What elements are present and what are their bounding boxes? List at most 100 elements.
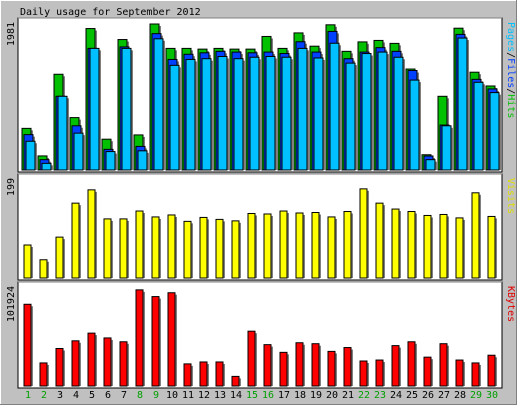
hits-legend: Pages/Files/Hits [505,22,516,118]
kbytes-kbytes-bar [151,296,160,387]
visits-visits-bar [135,210,144,279]
kbytes-kbytes-bar [247,330,256,387]
hits-pages-bar [473,81,484,171]
x-tick-label: 14 [230,390,242,401]
x-tick-label: 24 [390,390,402,401]
x-tick-label: 26 [422,390,434,401]
x-tick-label: 7 [121,390,127,401]
kbytes-kbytes-bar [455,359,464,387]
hits-pages-bar [329,42,340,171]
hits-pages-bar [25,140,36,171]
visits-ymax-label: 199 [6,178,17,196]
kbytes-kbytes-bar [199,361,208,387]
x-tick-label: 27 [438,390,450,401]
kbytes-kbytes-bar [311,343,320,387]
visits-visits-bar [151,216,160,279]
visits-visits-bar [423,214,432,279]
visits-visits-bar [231,220,240,279]
x-tick-label: 8 [137,390,143,401]
kbytes-kbytes-bar [119,341,128,387]
visits-panel: 199 Visits [6,173,516,281]
hits-pages-bar [137,150,148,171]
hits-pages-bar [409,79,420,171]
visits-visits-bar [199,216,208,279]
hits-legend-part: Pages [505,22,516,52]
kbytes-kbytes-bar [87,332,96,387]
kbytes-kbytes-bar [231,375,240,387]
visits-visits-bar [295,212,304,279]
hits-pages-bar [105,151,116,171]
hits-pages-bar [265,56,276,171]
x-tick-label: 30 [486,390,498,401]
visits-visits-bar [343,211,352,279]
visits-visits-bar [327,216,336,279]
kbytes-kbytes-bar [279,351,288,387]
kbytes-ymax-label: 101924 [6,286,17,322]
kbytes-kbytes-bar [391,345,400,387]
hits-pages-bar [233,58,244,171]
visits-legend-part: Visits [505,178,516,214]
x-axis-day-labels: 1 2 3 4 5 6 7 8 9 10 11 12 13 14 15 16 17 18 19 20 21 22 23 24 2… [25,390,498,401]
visits-visits-bar [311,212,320,279]
x-tick-label: 12 [198,390,210,401]
hits-pages-bar [201,58,212,171]
kbytes-kbytes-bar [327,350,336,387]
visits-legend: Visits [505,178,516,214]
visits-visits-bar [167,214,176,279]
visits-visits-bar [375,202,384,279]
x-tick-label: 3 [57,390,63,401]
chart-panels: 1981 Pages/Files/Hits 199 Visits 101924 KByte… [6,17,516,389]
visits-visits-bar [87,189,96,279]
x-tick-label: 17 [278,390,290,401]
kbytes-kbytes-bar [471,362,480,387]
kbytes-legend: KBytes [505,286,516,322]
kbytes-kbytes-bar [183,363,192,387]
x-tick-label: 10 [166,390,178,401]
kbytes-kbytes-bar [375,359,384,387]
hits-pages-bar [361,53,372,171]
hits-legend-part: Files [505,58,516,88]
kbytes-legend-part: KBytes [505,286,516,322]
kbytes-kbytes-bar [423,356,432,387]
hits-pages-bar [281,56,292,171]
visits-visits-bar [487,215,496,279]
hits-pages-bar [393,56,404,171]
x-tick-label: 18 [294,390,306,401]
kbytes-kbytes-bar [167,292,176,387]
x-tick-label: 13 [214,390,226,401]
visits-visits-bar [103,218,112,279]
x-tick-label: 1 [25,390,31,401]
kbytes-kbytes-bar [23,303,32,387]
kbytes-kbytes-bar [39,362,48,387]
visits-visits-bar [119,218,128,279]
x-tick-label: 28 [454,390,466,401]
x-tick-label: 25 [406,390,418,401]
hits-pages-bar [489,92,500,171]
hits-pages-bar [313,57,324,171]
x-tick-label: 15 [246,390,258,401]
visits-visits-bar [263,213,272,279]
visits-visits-bar [39,259,48,279]
x-tick-label: 5 [89,390,95,401]
x-tick-label: 22 [358,390,370,401]
visits-visits-bar [247,212,256,279]
kbytes-kbytes-bar [343,347,352,387]
x-tick-label: 11 [182,390,194,401]
x-tick-label: 4 [73,390,79,401]
hits-pages-bar [425,159,436,171]
hits-pages-bar [89,47,100,171]
visits-visits-bar [407,211,416,279]
hits-pages-bar [121,47,132,171]
chart-title: Daily usage for September 2012 [20,7,201,18]
hits-panel: 1981 Pages/Files/Hits [6,17,516,173]
visits-visits-bar [439,213,448,279]
kbytes-kbytes-bar [215,361,224,387]
hits-pages-bar [153,38,164,171]
x-tick-label: 20 [326,390,338,401]
x-tick-label: 29 [470,390,482,401]
x-tick-label: 16 [262,390,274,401]
hits-ymax-label: 1981 [6,22,17,46]
kbytes-panel: 101924 KBytes [6,281,516,389]
kbytes-kbytes-bar [135,289,144,387]
visits-visits-bar [455,217,464,279]
